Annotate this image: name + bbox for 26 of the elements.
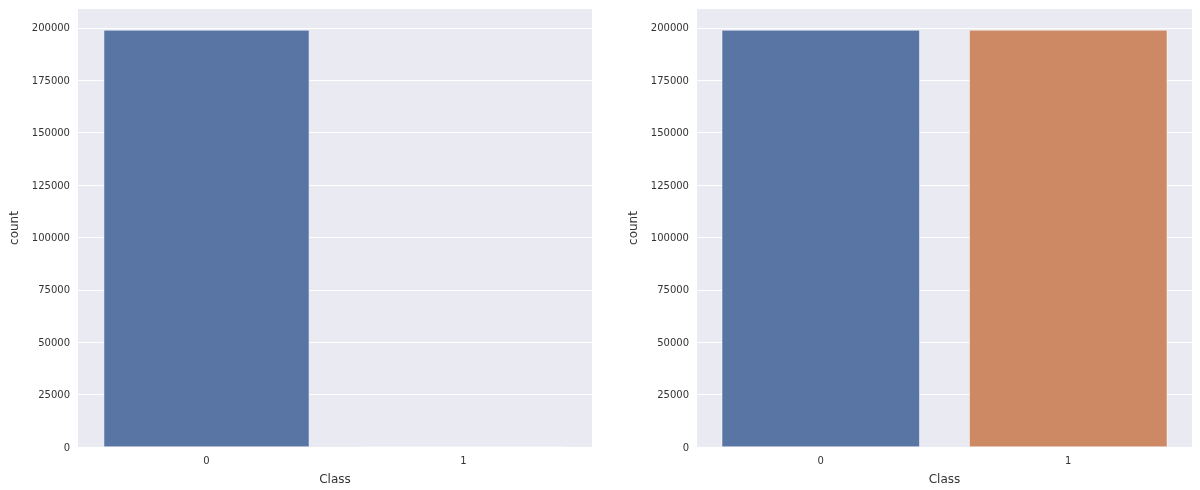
y-tick-label: 25000: [657, 389, 689, 401]
y-tick-label: 175000: [31, 74, 70, 86]
x-tick-label: 1: [1065, 454, 1072, 466]
y-tick-label: 75000: [657, 284, 689, 296]
x-tick-label: 1: [460, 454, 467, 466]
y-tick-label: 0: [63, 441, 70, 453]
y-tick-label: 100000: [31, 231, 70, 243]
y-tick-label: 0: [682, 441, 689, 453]
x-axis-title: Class: [928, 472, 961, 486]
y-tick-label: 200000: [650, 22, 689, 34]
x-tick-label: 0: [817, 454, 824, 466]
y-tick-label: 125000: [31, 179, 70, 191]
y-tick-label: 175000: [650, 74, 689, 86]
y-tick-label: 200000: [31, 22, 70, 34]
y-tick-label: 25000: [38, 389, 70, 401]
y-tick-label: 125000: [650, 179, 689, 191]
x-axis-title: Class: [319, 472, 351, 486]
y-tick-label: 75000: [38, 284, 70, 296]
y-tick-label: 50000: [657, 336, 689, 348]
y-axis-title: count: [7, 210, 21, 245]
x-tick-label: 0: [203, 454, 210, 466]
y-axis-title: count: [626, 210, 640, 245]
y-tick-label: 150000: [650, 127, 689, 139]
y-tick-label: 100000: [650, 231, 689, 243]
y-tick-label: 50000: [38, 336, 70, 348]
y-tick-label: 150000: [31, 127, 70, 139]
